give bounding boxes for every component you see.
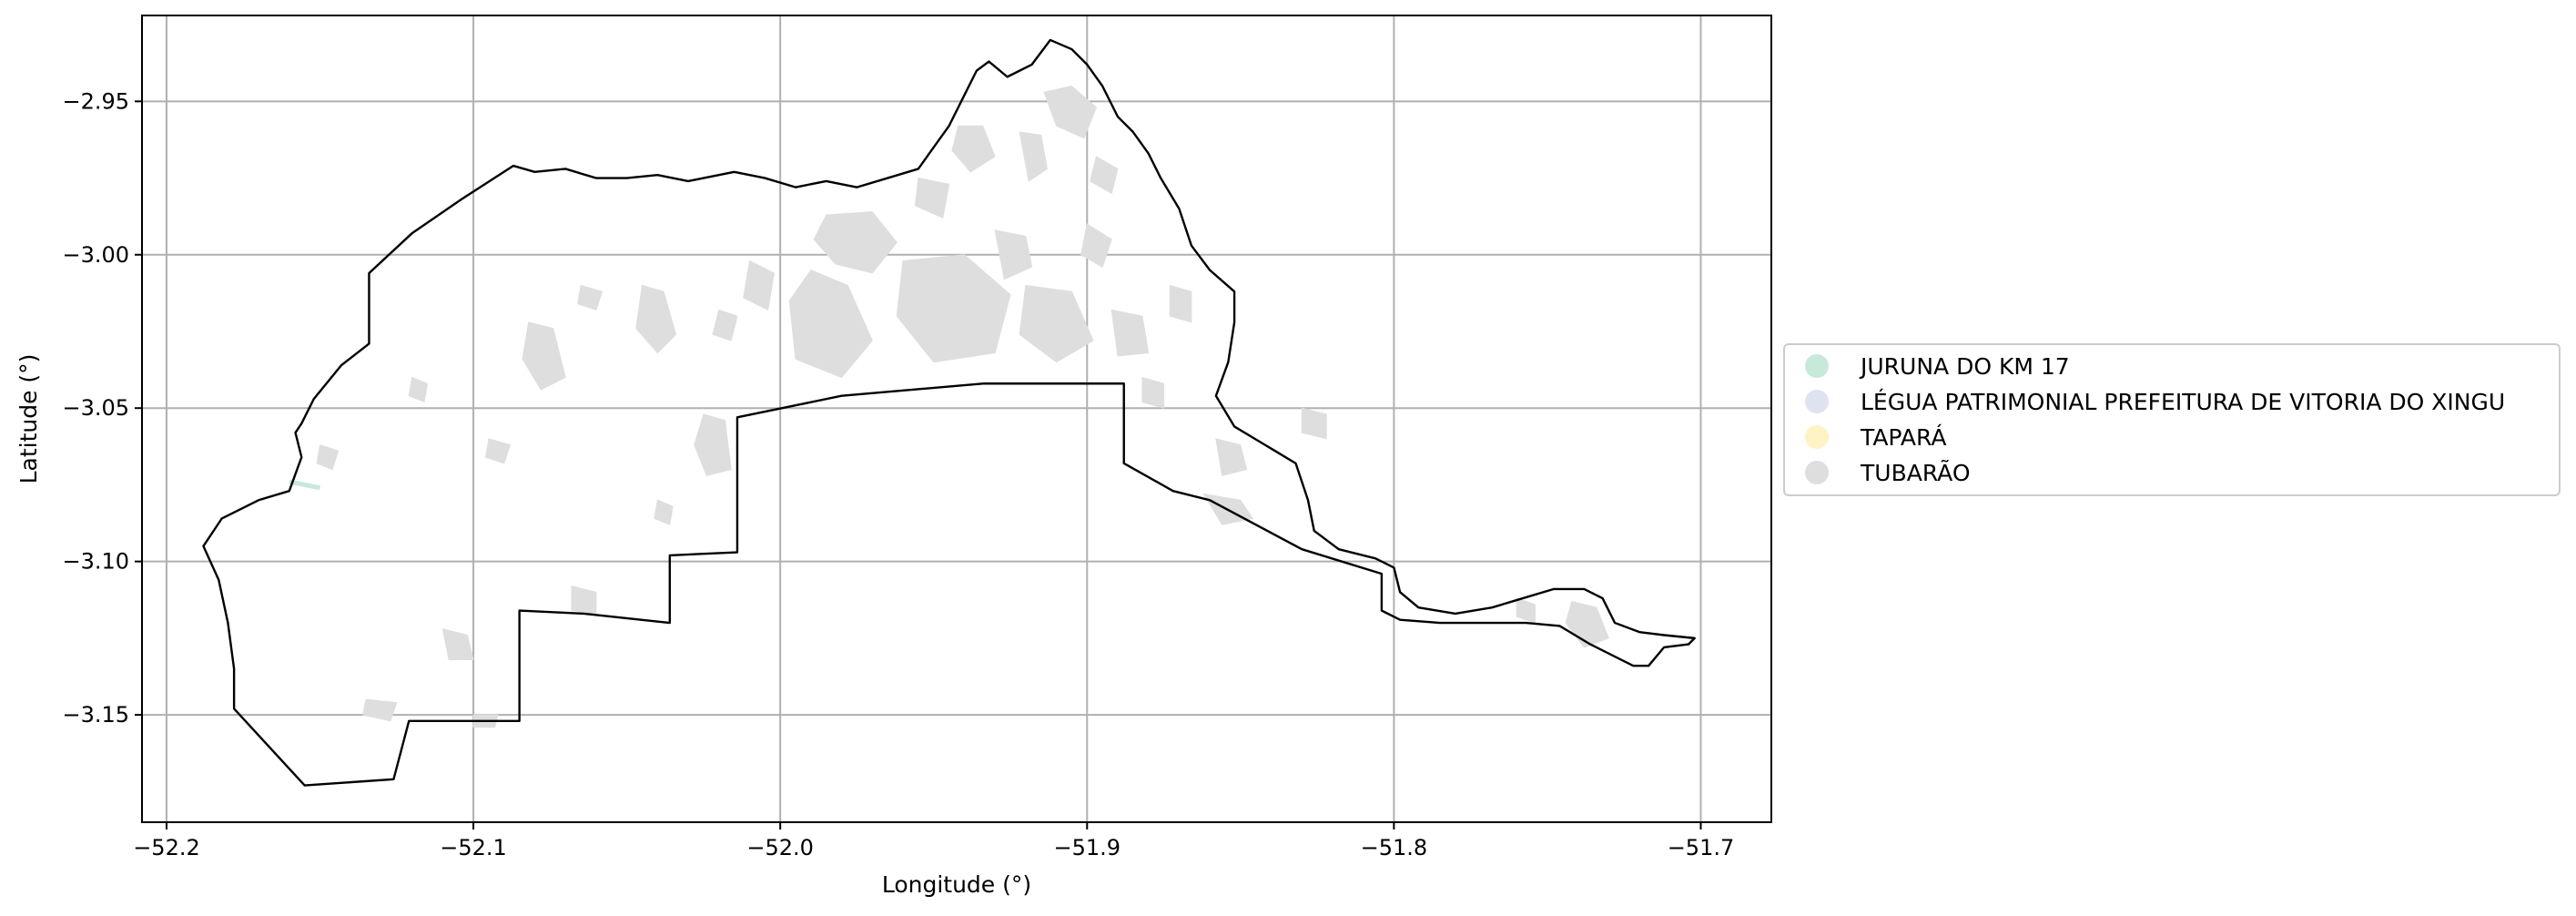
tubarao-parcel <box>813 211 898 274</box>
legend-label-tapara: TAPARÁ <box>1860 424 1946 451</box>
y-axis-ticks: −2.95 −3.00 −3.05 −3.10 −3.15 <box>62 88 142 728</box>
x-tick-label: −51.9 <box>1053 835 1121 860</box>
y-tick-label: −3.00 <box>62 242 129 268</box>
legend-label-legua-patrimonial: LÉGUA PATRIMONIAL PREFEITURA DE VITORIA … <box>1861 389 2505 415</box>
tubarao-parcel <box>316 443 340 471</box>
tubarao-parcel <box>408 376 429 403</box>
x-axis-title: Longitude (°) <box>882 871 1031 898</box>
tubarao-parcel <box>571 585 597 615</box>
y-axis-title: Latitude (°) <box>15 354 42 484</box>
x-tick-label: −52.0 <box>746 835 814 860</box>
tubarao-parcel <box>1141 376 1165 409</box>
tubarao-parcel <box>1019 284 1094 363</box>
legend-label-tubarao: TUBARÃO <box>1860 459 1971 486</box>
tubarao-parcel <box>362 698 398 722</box>
tubarao-parcel <box>441 628 474 660</box>
tubarao-parcel <box>1169 284 1192 323</box>
tubarao-parcel <box>1301 407 1327 440</box>
boundary-outline <box>202 38 1696 787</box>
tubarao-parcel <box>1215 438 1248 476</box>
tubarao-parcel <box>743 260 775 311</box>
tubarao-parcel <box>1080 223 1112 268</box>
tubarao-parcel <box>1043 85 1097 139</box>
legend-frame <box>1783 343 2561 496</box>
tubarao-parcel <box>522 321 566 391</box>
y-tick-label: −3.05 <box>62 395 129 421</box>
legend-label-juruna-do-km-17: JURUNA DO KM 17 <box>1859 353 2070 380</box>
tubarao-parcel <box>994 229 1033 280</box>
tubarao-parcel <box>914 177 950 219</box>
tubarao-parcel <box>1019 131 1048 182</box>
tubarao-parcel <box>896 254 1011 363</box>
plot-frame <box>141 15 1772 823</box>
tubarao-parcel <box>635 284 677 354</box>
y-tick-label: −3.10 <box>62 549 129 575</box>
x-axis-ticks: −52.2 −52.1 −52.0 −51.9 −51.8 −51.7 <box>133 822 1734 860</box>
legend-marker-tubarao <box>1805 461 1829 484</box>
tubarao-parcel <box>1565 600 1609 648</box>
tubarao-parcel <box>712 309 738 341</box>
tubarao-parcel <box>1090 156 1119 195</box>
legend-marker-juruna-do-km-17 <box>1805 354 1829 378</box>
tubarao-parcel <box>1111 309 1150 357</box>
tubarao-parcel <box>577 284 603 311</box>
municipality-boundary <box>202 38 1696 787</box>
tubarao-parcel <box>694 413 732 476</box>
tubarao-parcel <box>484 438 512 464</box>
legend-marker-legua-patrimonial <box>1805 390 1829 413</box>
land-parcels <box>289 85 1609 728</box>
tubarao-parcel <box>951 125 996 173</box>
x-tick-label: −51.7 <box>1668 835 1735 860</box>
x-tick-label: −52.2 <box>133 835 200 860</box>
grid-lines <box>142 15 1771 822</box>
legend-marker-tapara <box>1805 425 1829 449</box>
y-tick-label: −3.15 <box>62 702 129 728</box>
y-tick-label: −2.95 <box>62 88 129 114</box>
tubarao-parcel <box>654 499 674 525</box>
tubarao-parcel <box>788 269 873 379</box>
x-tick-label: −51.8 <box>1361 835 1428 860</box>
juruna-parcel <box>289 479 321 491</box>
x-tick-label: −52.1 <box>440 835 507 860</box>
legend: JURUNA DO KM 17 LÉGUA PATRIMONIAL PREFEI… <box>1783 343 2561 496</box>
tubarao-parcel <box>1516 597 1536 624</box>
